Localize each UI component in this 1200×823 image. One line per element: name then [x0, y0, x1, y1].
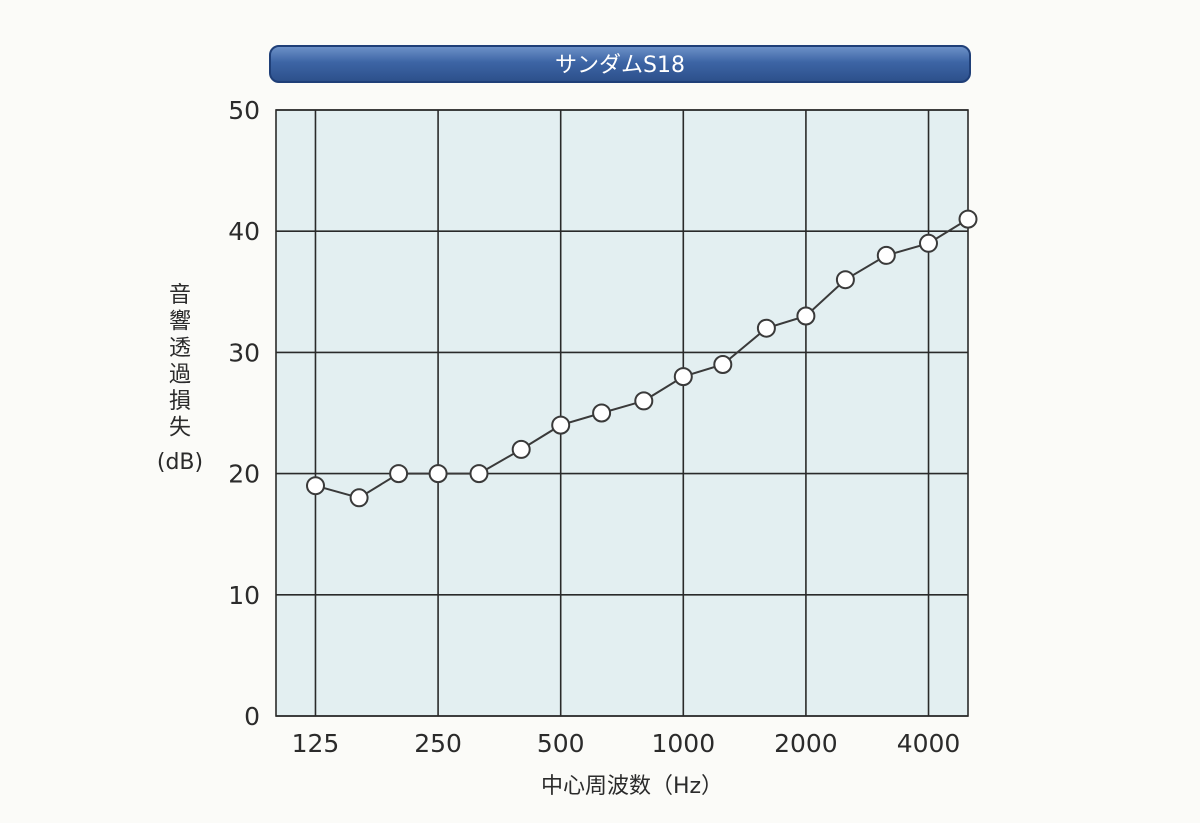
data-point-marker [551, 415, 571, 435]
data-point-marker [389, 464, 409, 484]
data-point-marker [306, 476, 325, 496]
y-axis-title-char: 過 [169, 363, 191, 388]
y-axis-tick-labels: 0 10 20 30 40 50 [228, 96, 260, 731]
y-tick-label: 20 [228, 460, 260, 489]
data-point-marker [469, 464, 489, 484]
y-tick-label: 0 [244, 702, 260, 731]
y-axis-title-char: 音 [169, 283, 191, 308]
x-axis-tick-labels: 125 250 500 1000 2000 4000 [292, 729, 961, 758]
data-point-marker [876, 245, 896, 265]
data-point-marker [592, 403, 612, 423]
x-tick-label: 1000 [651, 729, 715, 758]
y-tick-label: 50 [228, 96, 260, 125]
data-point-marker [919, 233, 938, 253]
plot-area [276, 110, 968, 716]
data-point-marker [756, 318, 776, 338]
data-point-marker [958, 209, 978, 229]
data-series [306, 209, 978, 508]
data-point-marker [673, 367, 693, 387]
y-axis-title-char: 損 [169, 389, 191, 414]
y-axis-title-char: (dB) [157, 450, 203, 475]
plot-border [275, 109, 969, 717]
chart-title-bar: サンダムS18 [269, 45, 971, 83]
x-tick-label: 4000 [897, 729, 961, 758]
y-axis-title-char: 響 [169, 310, 191, 335]
x-tick-label: 125 [292, 729, 340, 758]
y-axis-title-char: 透 [169, 336, 191, 361]
data-point-marker [349, 488, 369, 508]
x-tick-label: 500 [537, 729, 585, 758]
y-tick-label: 30 [228, 338, 260, 367]
data-point-marker [634, 391, 654, 411]
data-point-marker [428, 464, 448, 484]
data-point-marker [713, 355, 733, 374]
y-axis-title-char: 失 [169, 416, 191, 441]
x-tick-label: 2000 [774, 729, 838, 758]
x-axis-title: 中心周波数（Hz） [541, 774, 723, 799]
chart-title-background [269, 45, 971, 83]
x-tick-label: 250 [414, 729, 462, 758]
data-point-marker [835, 270, 855, 290]
data-point-marker [511, 439, 531, 459]
y-tick-label: 10 [228, 581, 260, 610]
data-point-marker [796, 306, 816, 326]
chart-title: サンダムS18 [555, 53, 685, 78]
y-tick-label: 40 [228, 217, 260, 246]
